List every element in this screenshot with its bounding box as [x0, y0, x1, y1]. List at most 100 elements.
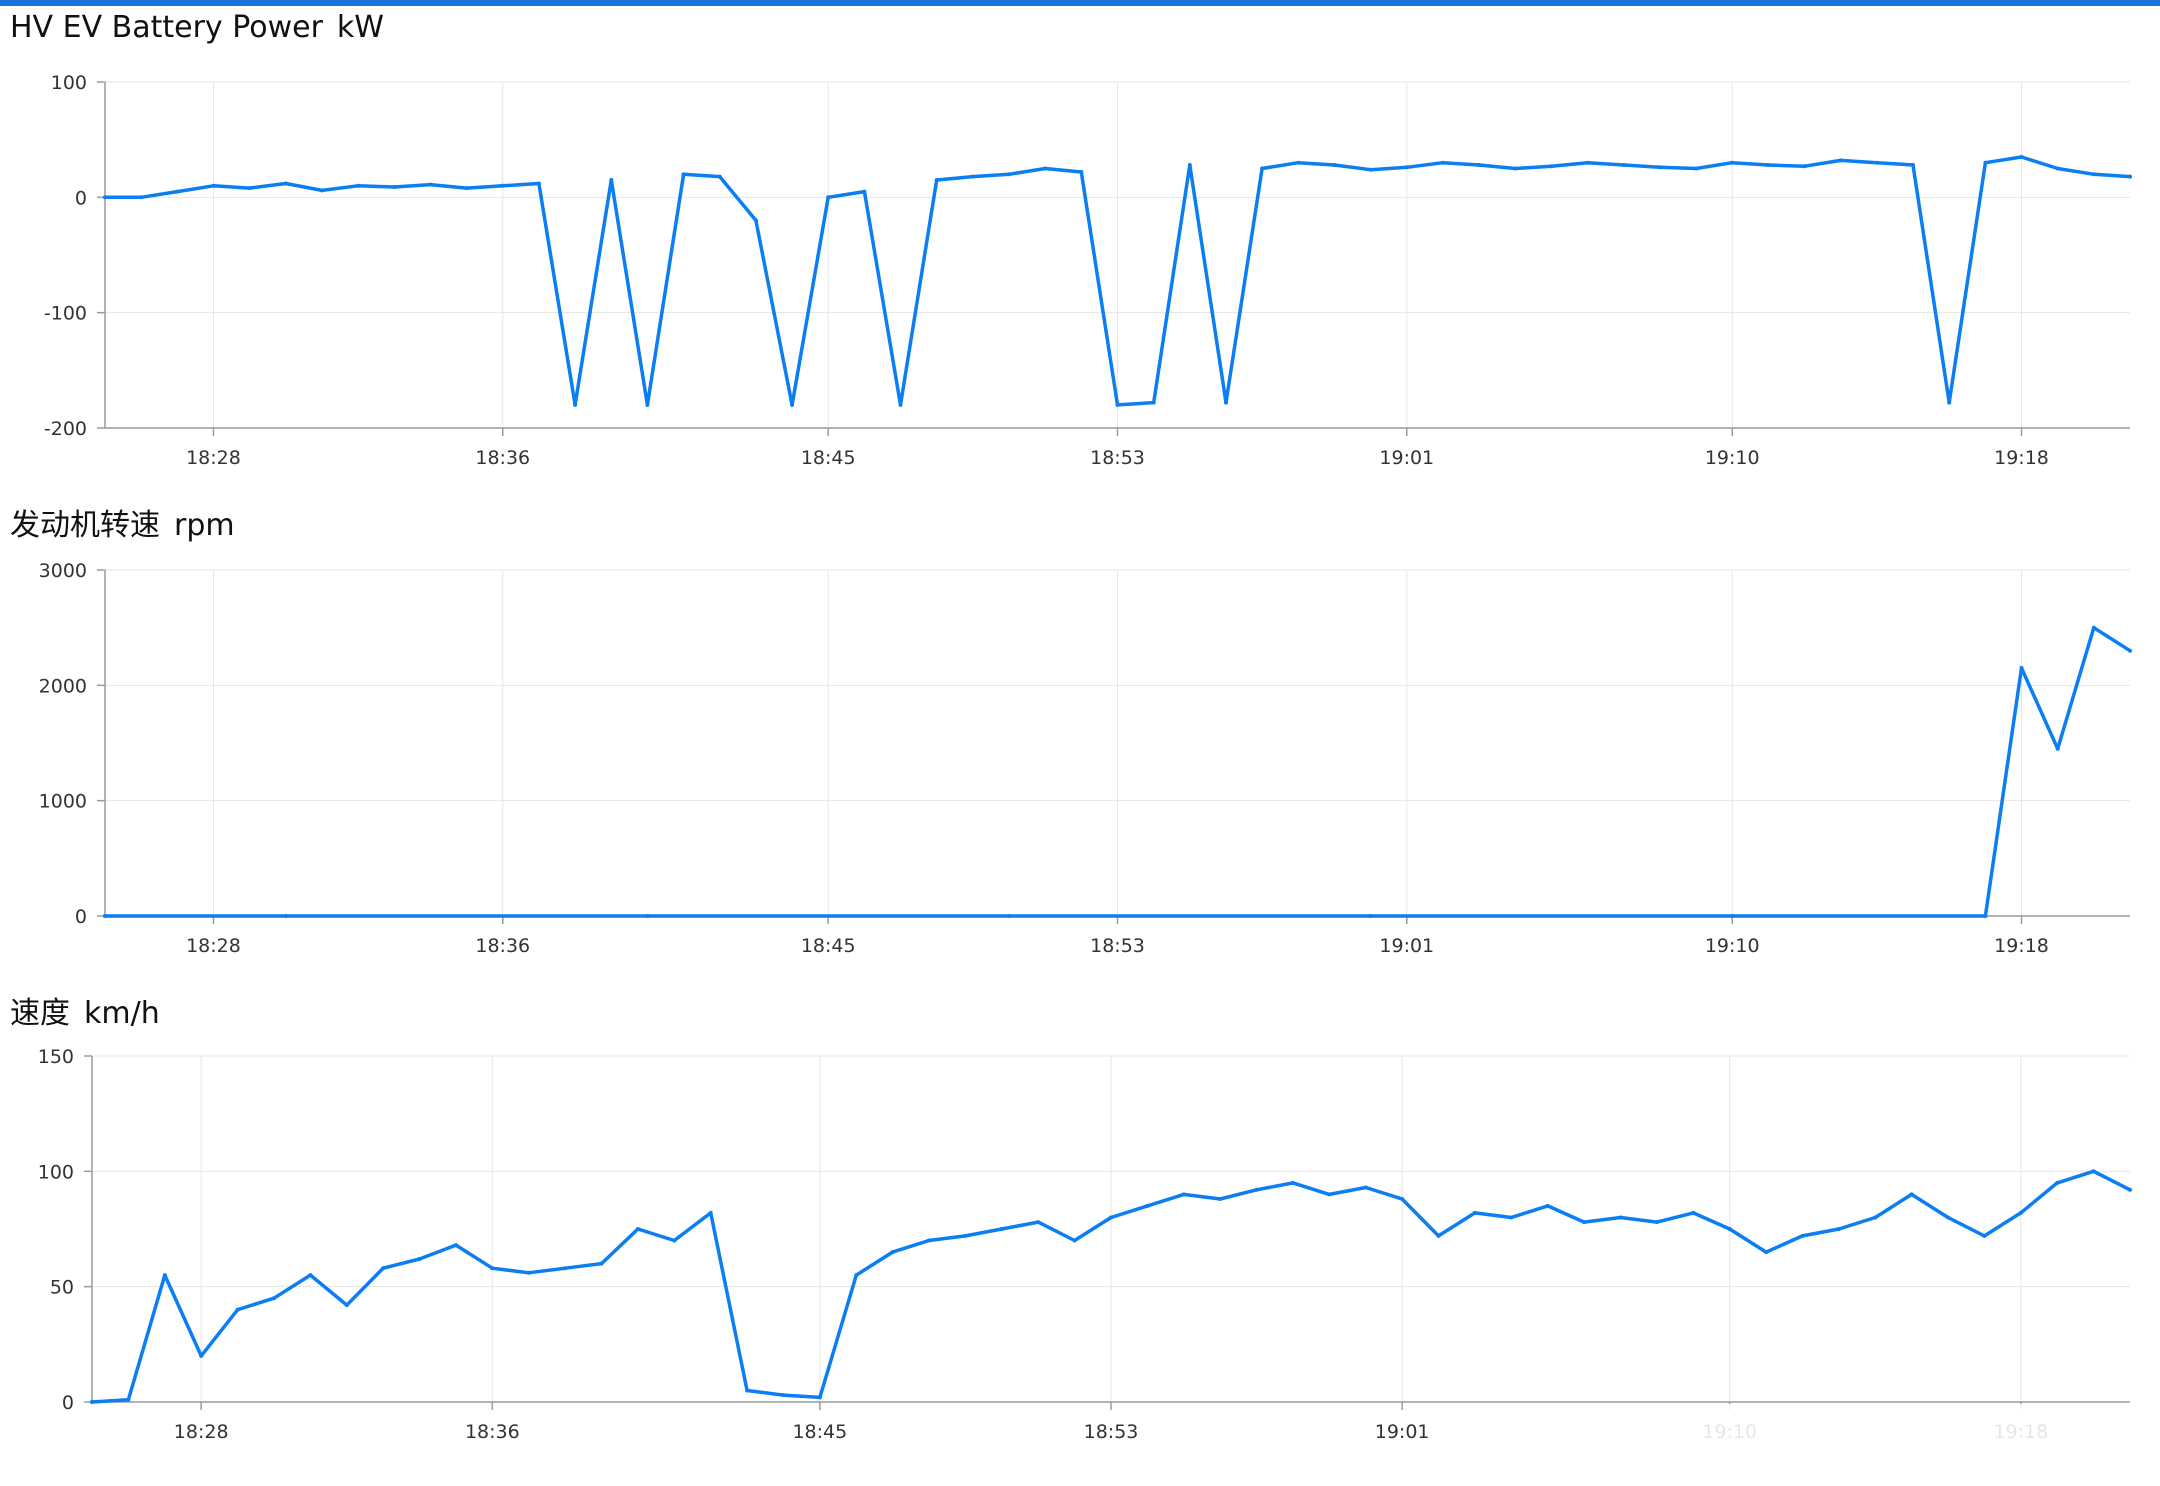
data-point [175, 189, 180, 194]
data-point [1509, 1215, 1514, 1220]
data-point [1332, 163, 1337, 167]
data-point [139, 195, 144, 200]
data-point [862, 189, 867, 194]
y-tick-label: 100 [51, 72, 87, 94]
data-point [162, 1273, 167, 1278]
data-point [1873, 1215, 1878, 1220]
data-point [247, 186, 252, 191]
data-point [356, 183, 361, 188]
data-point [1654, 1220, 1659, 1225]
data-point [1621, 163, 1626, 167]
data-point [1585, 160, 1590, 165]
data-point [2091, 172, 2096, 177]
y-tick-label: 0 [75, 906, 87, 928]
x-tick-label: 18:36 [475, 935, 530, 957]
data-point [708, 1210, 713, 1215]
x-tick-label: 18:53 [1084, 1421, 1139, 1443]
data-point [826, 195, 831, 200]
data-point [1181, 1192, 1186, 1197]
data-point [1730, 160, 1735, 165]
data-point [2128, 648, 2132, 653]
x-tick-label: 18:36 [465, 1421, 520, 1443]
engine-speed-chart: 3000 2000 1000 0 18:28 18:36 18:45 18:53 19:01 19… [39, 560, 2132, 957]
data-point [1224, 400, 1228, 405]
data-point [927, 1238, 931, 1243]
data-point [126, 1397, 131, 1402]
data-point [235, 1307, 240, 1312]
data-point [970, 174, 975, 179]
chart-unit: km/h [84, 996, 160, 1031]
chart-title-text: 速度 [10, 996, 70, 1031]
data-point [1404, 165, 1409, 170]
x-tick-label: 18:45 [792, 1421, 847, 1443]
data-point [635, 1227, 640, 1231]
x-tick-label: 18:36 [475, 447, 530, 469]
data-point [1036, 1220, 1041, 1225]
data-point [599, 1261, 604, 1266]
data-point [1874, 160, 1879, 165]
y-tick-label: 3000 [39, 560, 87, 582]
chart-title-engine-speed: 发动机转速 rpm [10, 500, 235, 544]
data-point [2018, 1210, 2023, 1215]
data-point [2128, 1187, 2132, 1192]
data-point [1254, 1187, 1259, 1192]
data-point [1727, 1227, 1732, 1231]
data-point [211, 183, 216, 188]
data-point [1368, 914, 1373, 918]
data-point [781, 1393, 786, 1398]
data-point [1982, 1233, 1987, 1238]
data-point [1947, 400, 1952, 405]
data-point [753, 218, 758, 223]
data-point [453, 1243, 458, 1248]
data-point [672, 1238, 677, 1243]
data-point [2055, 746, 2060, 751]
x-tick-label: 18:28 [186, 935, 241, 957]
data-point [500, 183, 505, 188]
data-point [1836, 1227, 1841, 1231]
chart-title-text: HV EV Battery Power [10, 10, 323, 45]
y-tick-label: 100 [38, 1161, 74, 1183]
data-point [1838, 158, 1843, 163]
data-point [1545, 1203, 1550, 1208]
x-tick-label: 18:28 [186, 447, 241, 469]
x-tick-label: 19:10 [1705, 447, 1760, 469]
data-point [2019, 666, 2024, 670]
data-point [898, 402, 903, 407]
chart-title-text: 发动机转速 [10, 508, 160, 543]
x-tick-label: 18:28 [174, 1421, 229, 1443]
data-point [1691, 1210, 1696, 1215]
data-point [1072, 1238, 1077, 1243]
data-point [563, 1266, 568, 1271]
data-point [464, 186, 469, 191]
data-point [1007, 172, 1011, 177]
data-point [681, 172, 686, 177]
data-point [1618, 1215, 1623, 1220]
data-point [1436, 1233, 1441, 1238]
data-point [392, 185, 397, 189]
data-point [320, 188, 324, 193]
x-tick-label: 18:45 [801, 447, 856, 469]
data-point [1946, 1215, 1950, 1220]
data-point [999, 1227, 1004, 1231]
data-point [1151, 400, 1156, 405]
data-point [1440, 160, 1445, 165]
data-point [2055, 1180, 2060, 1185]
data-point [2091, 1169, 2096, 1174]
data-point [573, 402, 578, 407]
data-point [1363, 1185, 1368, 1190]
data-point [283, 914, 288, 918]
data-point [1909, 1192, 1914, 1197]
data-point [645, 402, 650, 407]
x-tick-label: 19:01 [1379, 935, 1434, 957]
data-point [1983, 914, 1988, 918]
data-point [1291, 1180, 1295, 1185]
data-point [103, 195, 107, 200]
data-point [1296, 160, 1301, 165]
y-tick-label: 50 [50, 1277, 74, 1299]
data-point [199, 1353, 204, 1358]
data-point [1800, 1233, 1805, 1238]
data-point [609, 178, 614, 182]
data-point [1766, 163, 1771, 167]
data-point [1694, 166, 1699, 171]
